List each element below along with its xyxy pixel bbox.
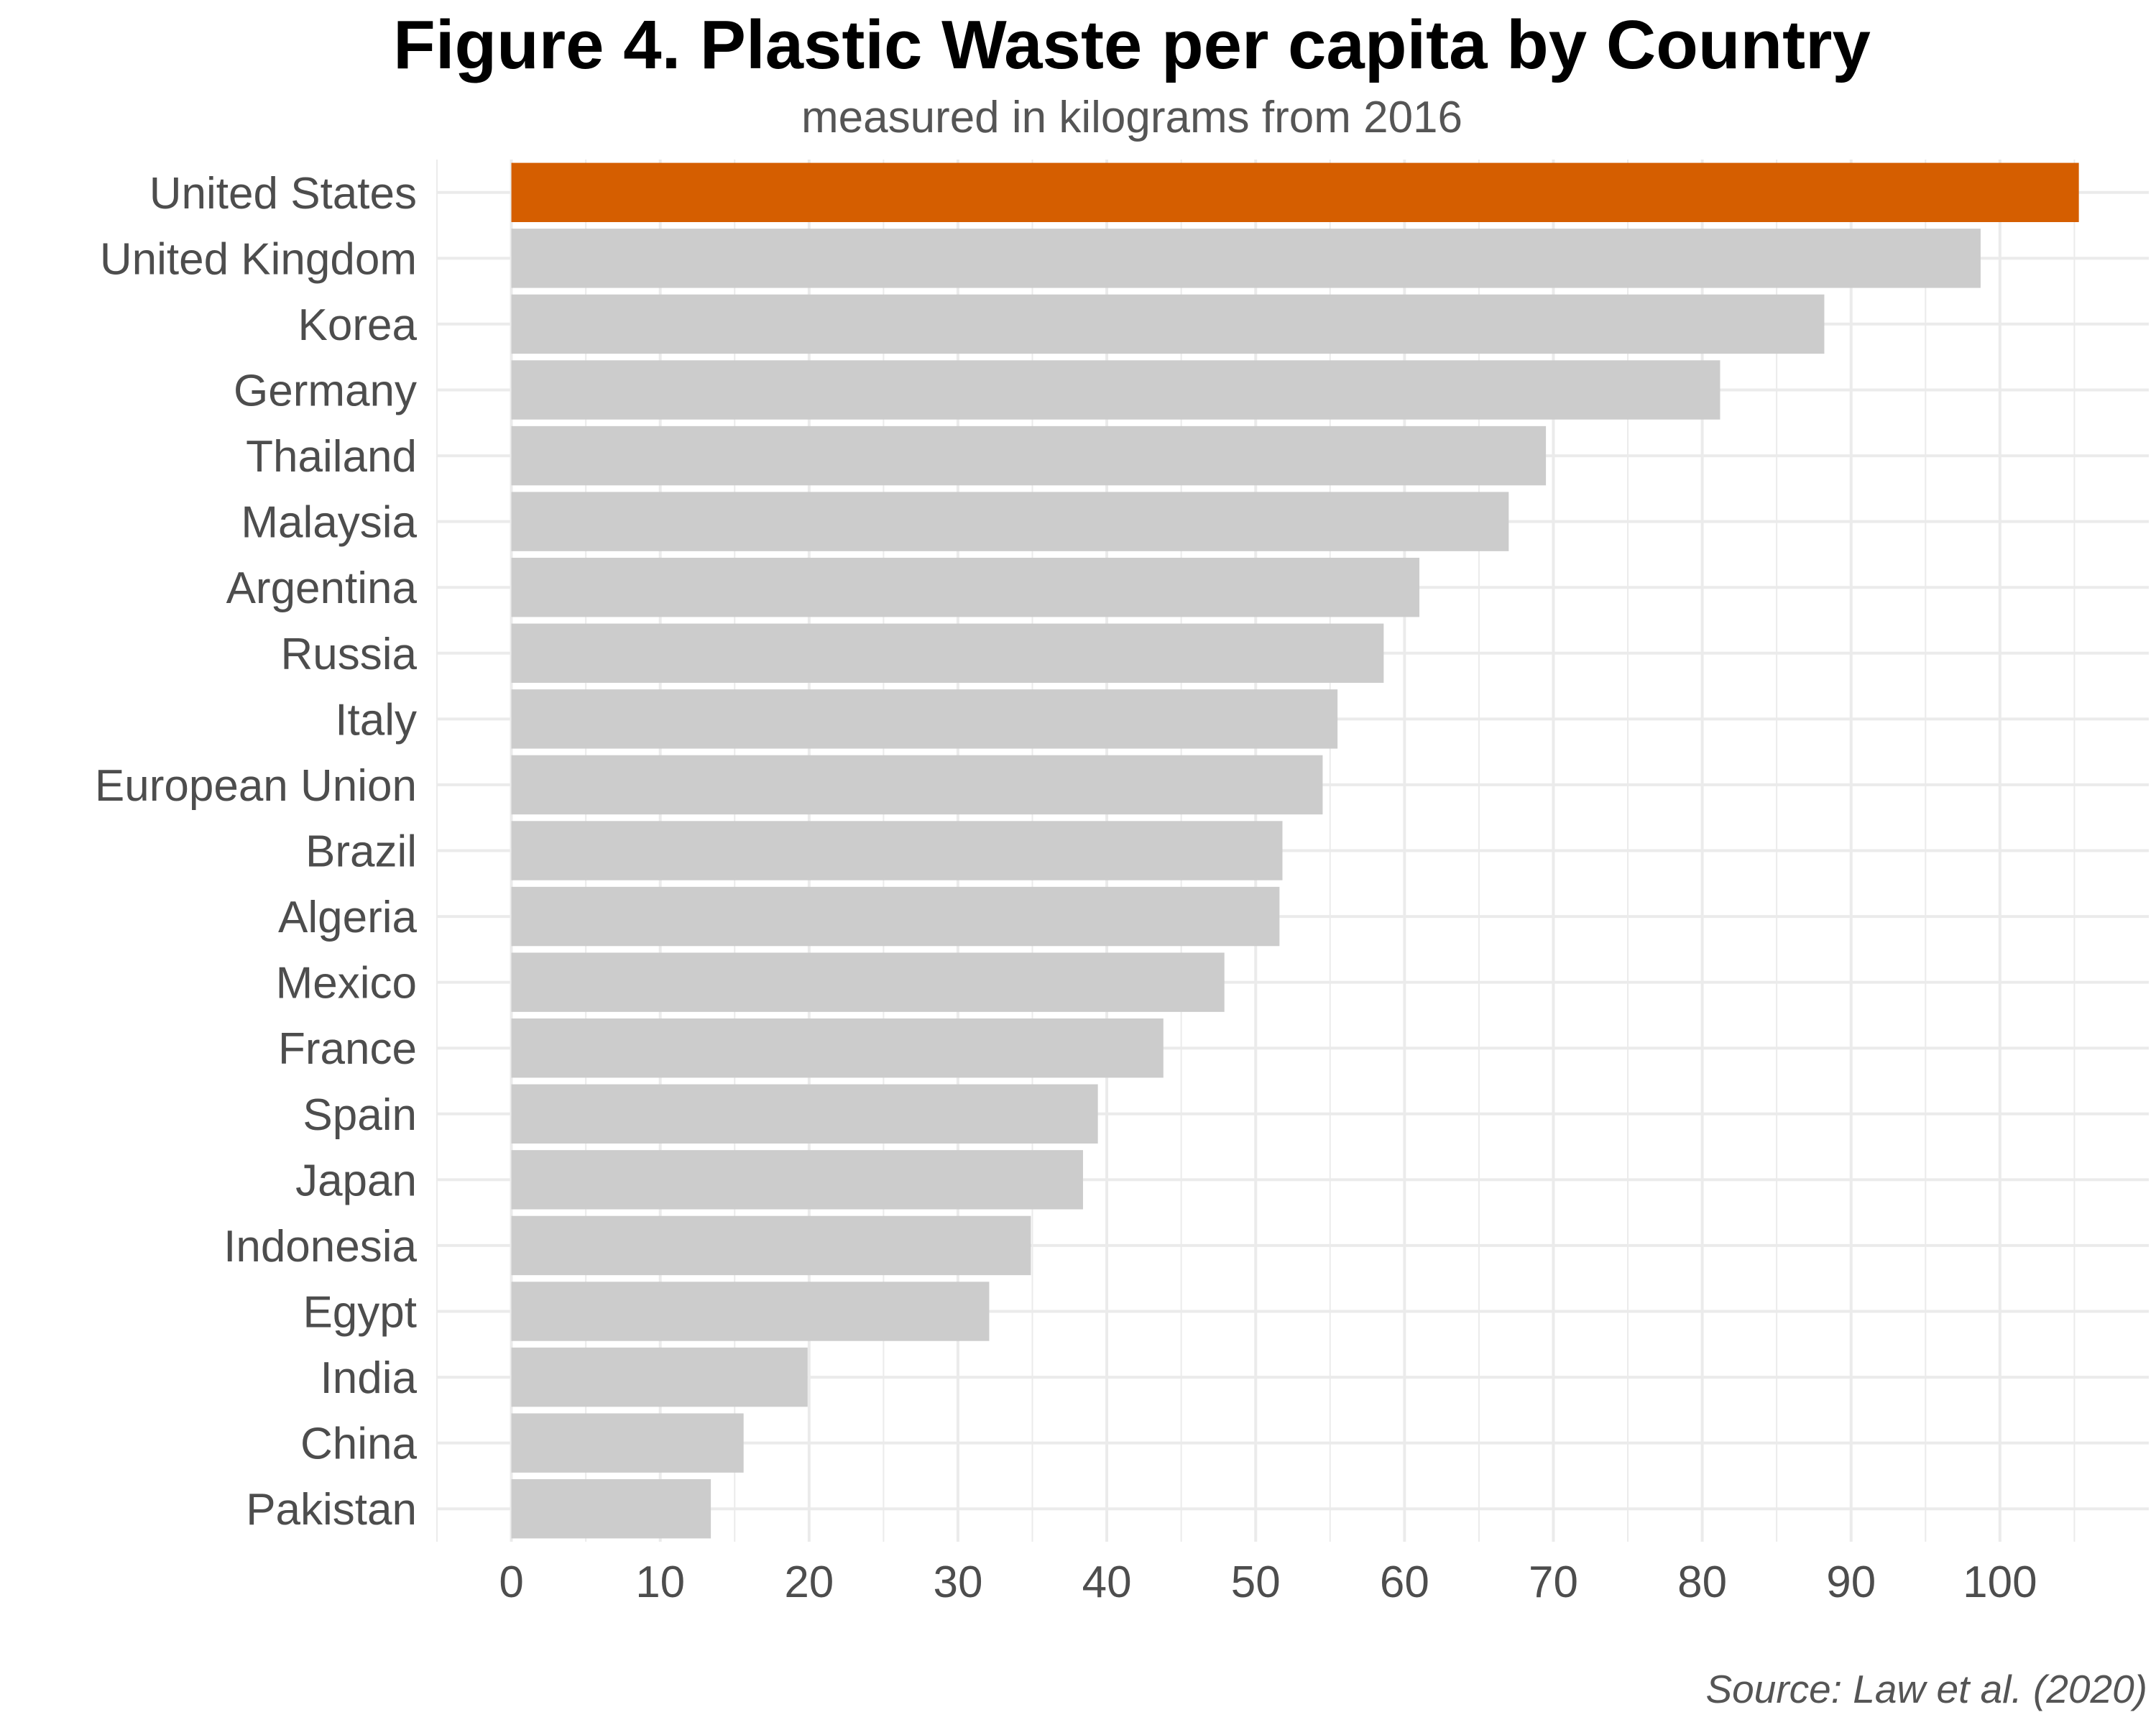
bar-united-states [511, 162, 2079, 222]
bar-indonesia [511, 1215, 1031, 1276]
bar-mexico [511, 952, 1225, 1012]
category-label: Indonesia [224, 1222, 417, 1271]
category-label: Algeria [278, 893, 418, 942]
bar-egypt [511, 1282, 990, 1341]
category-label: Thailand [246, 432, 417, 482]
bar-pakistan [511, 1479, 711, 1539]
category-label: Mexico [276, 959, 417, 1008]
bar-germany [511, 360, 1720, 420]
category-label: Argentina [226, 564, 418, 613]
category-labels: United States United Kingdom Korea Germany T… [95, 169, 418, 1535]
x-tick-label: 90 [1826, 1558, 1876, 1607]
x-tick-label: 60 [1380, 1558, 1429, 1607]
category-label: Germany [234, 367, 417, 416]
bar-chart: United States United Kingdom Korea Germany T… [95, 160, 2149, 1607]
bar-india [511, 1347, 808, 1407]
chart-title: Figure 4. Plastic Waste per capita by Co… [393, 6, 1871, 83]
category-label: Korea [298, 300, 418, 350]
bar-spain [511, 1084, 1098, 1144]
bar-russia [511, 623, 1384, 683]
category-label: Spain [303, 1090, 417, 1140]
category-label: Russia [280, 630, 417, 679]
bar-european-union [511, 755, 1323, 815]
bars [511, 162, 2079, 1539]
category-label: United States [149, 169, 417, 218]
bar-korea [511, 294, 1825, 354]
bar-algeria [511, 886, 1280, 947]
category-label: France [278, 1024, 417, 1074]
x-tick-label: 10 [635, 1558, 685, 1607]
x-tick-label: 70 [1529, 1558, 1578, 1607]
bar-france [511, 1018, 1164, 1078]
category-label: India [321, 1353, 418, 1403]
bar-japan [511, 1150, 1083, 1210]
x-tick-label: 30 [933, 1558, 982, 1607]
bar-brazil [511, 821, 1283, 880]
x-tick-label: 100 [1963, 1558, 2037, 1607]
x-tick-label: 40 [1082, 1558, 1132, 1607]
category-label: Pakistan [246, 1485, 417, 1535]
x-tick-label: 20 [784, 1558, 834, 1607]
category-label: European Union [95, 761, 417, 811]
category-label: Italy [335, 695, 417, 745]
source-caption: Source: Law et al. (2020) [1705, 1667, 2147, 1711]
bar-thailand [511, 426, 1547, 486]
category-label: United Kingdom [100, 234, 417, 284]
category-label: China [300, 1420, 418, 1469]
category-label: Japan [295, 1156, 417, 1205]
chart-subtitle: measured in kilograms from 2016 [801, 93, 1463, 142]
bar-china [511, 1413, 744, 1473]
category-label: Egypt [303, 1288, 417, 1338]
bar-argentina [511, 558, 1420, 617]
x-tick-label: 50 [1231, 1558, 1281, 1607]
category-label: Malaysia [241, 498, 417, 548]
x-tick-labels: 0 10 20 30 40 50 60 70 80 90 100 [499, 1558, 2037, 1607]
bar-malaysia [511, 492, 1509, 551]
category-label: Brazil [305, 827, 417, 877]
x-tick-label: 0 [499, 1558, 523, 1607]
x-tick-label: 80 [1677, 1558, 1727, 1607]
bar-italy [511, 689, 1338, 749]
bar-united-kingdom [511, 229, 1981, 288]
